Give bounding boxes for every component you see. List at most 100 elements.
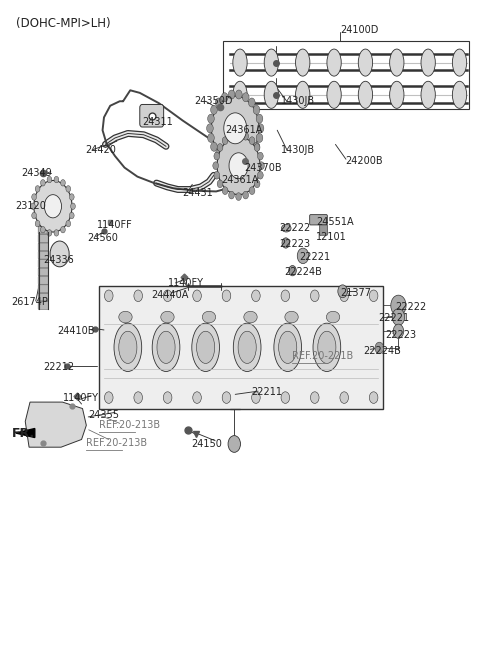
Circle shape: [66, 186, 71, 192]
Circle shape: [193, 290, 201, 302]
FancyBboxPatch shape: [320, 225, 327, 236]
Circle shape: [208, 114, 214, 123]
Circle shape: [47, 177, 52, 183]
Circle shape: [224, 113, 247, 144]
Ellipse shape: [114, 324, 142, 371]
Circle shape: [47, 230, 52, 236]
Text: REF.20-221B: REF.20-221B: [291, 351, 353, 361]
Ellipse shape: [421, 82, 435, 108]
Circle shape: [134, 392, 143, 403]
Circle shape: [340, 290, 348, 302]
Circle shape: [288, 265, 296, 276]
Text: 22223: 22223: [279, 239, 310, 249]
Circle shape: [259, 162, 264, 170]
Text: 24336: 24336: [43, 256, 74, 265]
Text: 24355: 24355: [89, 410, 120, 420]
Text: 24560: 24560: [87, 233, 118, 243]
Circle shape: [252, 392, 260, 403]
Circle shape: [375, 342, 384, 354]
Circle shape: [163, 392, 172, 403]
Ellipse shape: [452, 82, 467, 108]
Ellipse shape: [157, 331, 175, 364]
Circle shape: [254, 180, 260, 188]
Ellipse shape: [161, 311, 174, 323]
Circle shape: [236, 193, 241, 201]
Ellipse shape: [285, 311, 298, 323]
Text: 24431: 24431: [182, 188, 213, 198]
Ellipse shape: [296, 49, 310, 76]
Circle shape: [163, 290, 172, 302]
Circle shape: [217, 144, 223, 151]
Circle shape: [31, 203, 35, 210]
Circle shape: [40, 226, 45, 233]
Circle shape: [228, 90, 235, 99]
Circle shape: [32, 193, 36, 200]
Circle shape: [221, 93, 228, 102]
FancyBboxPatch shape: [38, 251, 48, 259]
Circle shape: [216, 98, 222, 107]
FancyBboxPatch shape: [38, 243, 48, 250]
FancyBboxPatch shape: [38, 276, 48, 284]
Ellipse shape: [390, 82, 404, 108]
Circle shape: [243, 192, 249, 199]
Text: 22212: 22212: [43, 362, 74, 372]
Circle shape: [54, 230, 59, 236]
FancyBboxPatch shape: [99, 286, 383, 408]
Ellipse shape: [358, 82, 372, 108]
Circle shape: [254, 144, 260, 151]
Circle shape: [222, 187, 228, 195]
Text: 24150: 24150: [192, 439, 222, 449]
Ellipse shape: [281, 225, 291, 232]
Circle shape: [311, 392, 319, 403]
Ellipse shape: [152, 324, 180, 371]
Ellipse shape: [452, 49, 467, 76]
Circle shape: [242, 155, 249, 164]
Ellipse shape: [202, 311, 216, 323]
Circle shape: [50, 241, 69, 267]
Ellipse shape: [233, 82, 247, 108]
Circle shape: [228, 192, 234, 199]
Circle shape: [249, 149, 255, 159]
Circle shape: [221, 155, 228, 164]
Circle shape: [70, 193, 74, 200]
Circle shape: [66, 221, 71, 227]
Text: 24311: 24311: [142, 117, 173, 127]
Text: 1430JB: 1430JB: [281, 144, 315, 155]
Polygon shape: [16, 428, 35, 437]
Circle shape: [282, 238, 289, 248]
Text: 21377: 21377: [340, 287, 371, 298]
FancyBboxPatch shape: [310, 215, 327, 225]
Text: 24551A: 24551A: [316, 217, 354, 226]
Circle shape: [228, 133, 234, 140]
FancyBboxPatch shape: [38, 226, 48, 234]
Text: 22224B: 22224B: [284, 267, 322, 277]
Circle shape: [369, 290, 378, 302]
Text: 22221: 22221: [378, 313, 409, 324]
Circle shape: [249, 137, 255, 144]
Ellipse shape: [296, 82, 310, 108]
Circle shape: [257, 124, 264, 133]
Circle shape: [252, 290, 260, 302]
Circle shape: [228, 435, 240, 452]
Circle shape: [44, 195, 61, 218]
Circle shape: [211, 96, 259, 160]
Text: 22221: 22221: [300, 252, 331, 262]
Ellipse shape: [119, 331, 137, 364]
Text: 1140FF: 1140FF: [97, 220, 132, 230]
Circle shape: [54, 177, 59, 183]
Circle shape: [256, 133, 263, 142]
Circle shape: [34, 181, 72, 232]
Text: 22222: 22222: [395, 302, 426, 313]
Ellipse shape: [279, 331, 297, 364]
Text: (DOHC-MPI>LH): (DOHC-MPI>LH): [16, 17, 110, 30]
Text: 24361A: 24361A: [226, 126, 263, 135]
Circle shape: [257, 152, 263, 160]
Text: REF.20-213B: REF.20-213B: [99, 421, 160, 430]
Circle shape: [229, 153, 248, 179]
Circle shape: [369, 392, 378, 403]
Text: 24440A: 24440A: [152, 289, 189, 300]
Circle shape: [35, 186, 40, 192]
Text: 24370B: 24370B: [244, 162, 281, 173]
Text: 24361A: 24361A: [221, 175, 258, 186]
Polygon shape: [25, 402, 86, 447]
